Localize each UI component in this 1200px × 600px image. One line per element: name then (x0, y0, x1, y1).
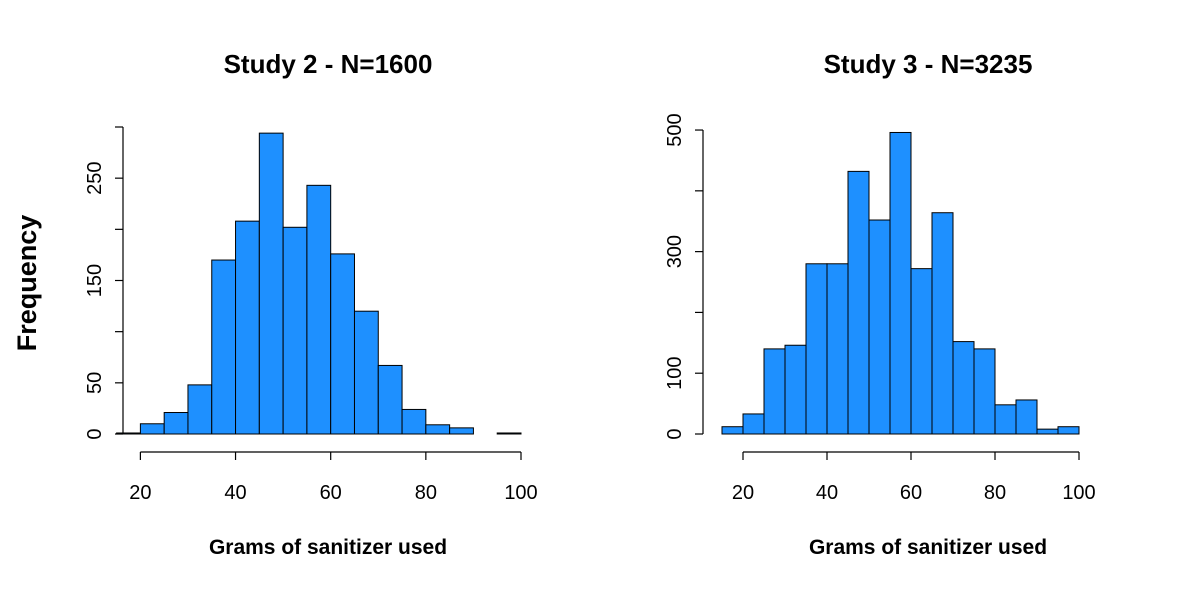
chart-panel-study-2: Study 2 - N=1600 Grams of sanitizer used… (12, 49, 538, 559)
histogram-bar (952, 341, 975, 435)
y-axis: 0 50 150 250 (84, 126, 124, 440)
chart-panel-study-3: Study 3 - N=3235 Grams of sanitizer used… (664, 49, 1096, 559)
histogram-bar (1036, 428, 1059, 435)
x-axis: 20 40 60 80 100 (129, 451, 538, 504)
histogram-bar (931, 212, 954, 435)
y-tick-label: 300 (664, 235, 686, 268)
histogram-bar (1015, 399, 1038, 435)
chart-title: Study 2 - N=1600 (224, 49, 433, 79)
x-tick-label: 60 (320, 482, 342, 504)
chart-title: Study 3 - N=3235 (824, 49, 1033, 79)
y-tick-label: 0 (664, 428, 686, 439)
histogram-bar (211, 259, 237, 435)
histogram-bar (139, 423, 165, 435)
y-tick-label: 50 (84, 372, 106, 394)
histogram-bar (721, 426, 744, 435)
x-tick-label: 40 (224, 482, 246, 504)
x-tick-label: 80 (415, 482, 437, 504)
x-tick-label: 100 (1062, 482, 1095, 504)
y-axis: 0 100 300 500 (664, 113, 704, 440)
histogram-bar (306, 184, 332, 435)
histogram-bar (401, 408, 427, 435)
histogram-bar (784, 344, 807, 435)
histogram-bar (163, 412, 189, 435)
histogram-bars (116, 132, 522, 435)
histogram-bar (973, 348, 996, 435)
histogram-bars (721, 131, 1080, 435)
x-tick-label: 20 (732, 482, 754, 504)
histogram-bar (377, 364, 403, 435)
histogram-bar (425, 424, 451, 435)
histogram-bar (847, 170, 870, 435)
x-tick-label: 80 (984, 482, 1006, 504)
x-tick-label: 100 (504, 482, 537, 504)
histogram-bar (889, 131, 912, 435)
histogram-bar (1057, 426, 1080, 435)
x-axis-label: Grams of sanitizer used (209, 536, 447, 559)
y-tick-label: 500 (664, 113, 686, 146)
histogram-bar (994, 404, 1017, 435)
y-tick-label: 150 (84, 264, 106, 297)
y-tick-label: 250 (84, 161, 106, 194)
histogram-bar (235, 220, 260, 435)
histogram-bar (187, 384, 213, 435)
x-axis: 20 40 60 80 100 (732, 451, 1096, 504)
histogram-bar (763, 348, 786, 435)
x-tick-label: 60 (900, 482, 922, 504)
histogram-bar (742, 413, 765, 435)
histogram-bar (330, 253, 355, 435)
x-tick-label: 20 (129, 482, 151, 504)
histogram-bar (826, 263, 849, 435)
x-axis-label: Grams of sanitizer used (809, 536, 1047, 559)
histogram-bar (353, 310, 379, 435)
histogram-bar (258, 132, 284, 435)
histogram-bar (282, 226, 308, 435)
histogram-bar (805, 263, 828, 435)
histogram-bar (868, 219, 891, 435)
x-tick-label: 40 (816, 482, 838, 504)
histogram-bar (910, 268, 933, 435)
y-tick-label: 0 (84, 428, 106, 439)
histogram-bar (496, 432, 522, 435)
histogram-bar (449, 427, 474, 435)
y-tick-label: 100 (664, 357, 686, 390)
y-axis-label: Frequency (12, 215, 42, 352)
